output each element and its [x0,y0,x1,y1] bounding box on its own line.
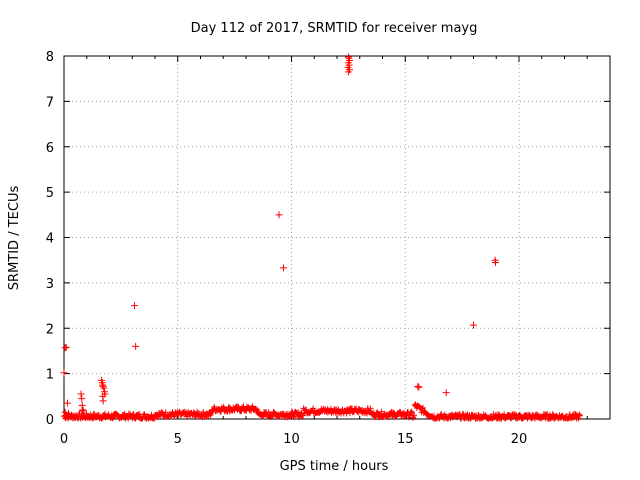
y-tick-label: 2 [46,322,54,337]
x-tick-label: 5 [174,432,182,447]
y-tick-label: 7 [46,95,54,110]
baseline-markers [61,401,583,422]
baseline-series [61,401,583,422]
data-point [99,382,107,390]
x-axis: 0 5 10 15 20 [60,56,588,447]
data-point [275,211,283,219]
data-point [132,342,140,350]
x-tick-label: 15 [397,432,414,447]
data-point [61,408,69,416]
data-point [414,382,422,390]
data-point [63,399,71,407]
data-point [344,68,352,76]
data-point [62,343,70,351]
data-point [442,389,450,397]
y-axis-label: SRMTID / TECUs [7,186,22,291]
data-point [280,264,288,272]
y-axis: 0 1 2 3 4 5 6 7 8 [46,50,610,428]
data-point [415,383,423,391]
data-point [60,369,68,377]
data-point [77,390,85,398]
y-tick-label: 3 [46,277,54,292]
data-point [99,397,107,405]
x-tick-label: 0 [60,432,68,447]
y-tick-label: 0 [46,413,54,428]
data-point [79,406,87,414]
y-tick-label: 8 [46,50,54,65]
data-point [131,302,139,310]
y-tick-label: 4 [46,232,54,247]
y-tick-label: 6 [46,141,54,156]
y-tick-label: 1 [46,368,54,383]
data-point [79,407,87,415]
chart-title: Day 112 of 2017, SRMTID for receiver may… [191,21,478,36]
data-point [100,384,108,392]
y-tick-label: 5 [46,186,54,201]
x-tick-label: 20 [511,432,528,447]
x-axis-label: GPS time / hours [280,459,389,474]
data-point [62,411,70,419]
x-tick-label: 10 [283,432,300,447]
data-point [470,321,477,329]
data-points [60,53,500,419]
data-point [492,258,500,266]
grid-lines [64,56,610,419]
data-point [78,395,86,403]
